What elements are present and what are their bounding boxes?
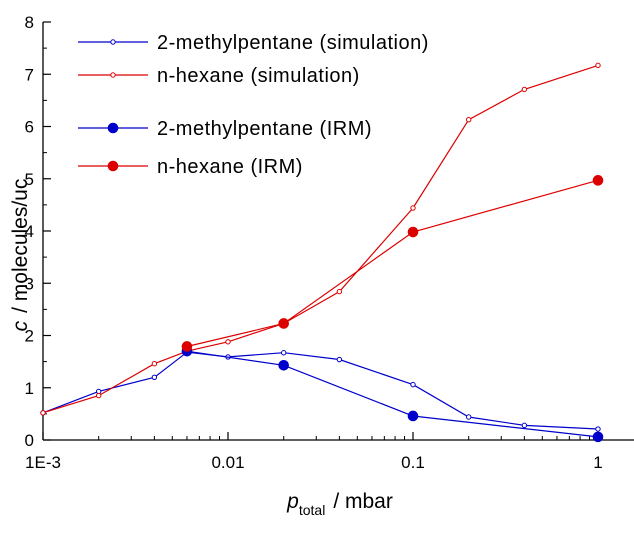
y-tick-label: 4 [25, 222, 34, 241]
series-line [42, 351, 599, 430]
x-tick-label: 1 [593, 453, 602, 472]
data-point [278, 318, 289, 329]
data-point [595, 62, 601, 69]
legend-label: n-hexane (simulation) [157, 65, 360, 87]
data-point [521, 86, 528, 93]
x-tick-label: 1E-3 [25, 453, 61, 472]
data-point [336, 356, 343, 363]
series-1 [40, 62, 601, 416]
x-axis-label: ptotal / mbar [286, 490, 393, 518]
series-line [186, 179, 599, 348]
y-tick-label: 0 [25, 431, 34, 450]
data-point [410, 381, 416, 388]
y-axis-label-main: c [9, 320, 32, 331]
x-axis-label-subscript: total [299, 502, 325, 518]
data-point [225, 339, 231, 345]
legend-label: 2-methylpentane (simulation) [157, 32, 429, 54]
y-tick-label: 7 [25, 65, 34, 84]
series-2 [181, 345, 604, 443]
x-axis-label-unit: / mbar [333, 490, 393, 513]
series-layer [40, 62, 604, 443]
data-point [521, 422, 528, 429]
legend-item: 2-methylpentane (IRM) [78, 118, 372, 140]
data-point [465, 117, 472, 123]
data-point [278, 359, 289, 371]
legend-swatch-marker [107, 122, 119, 134]
y-axis-label-rest: / molecules/uc [9, 179, 32, 313]
data-point [181, 341, 193, 352]
data-point [592, 175, 604, 186]
data-point [151, 374, 158, 380]
x-axis-label-main: p [286, 490, 299, 513]
series-0 [40, 349, 601, 432]
legend-item: 2-methylpentane (simulation) [78, 32, 429, 54]
data-point [465, 414, 472, 420]
y-tick-label: 2 [25, 327, 34, 346]
legend-swatch-marker [110, 39, 116, 45]
x-tick-label: 0.01 [211, 453, 244, 472]
data-point [407, 410, 419, 422]
data-point [410, 205, 416, 211]
legend-swatch-marker [107, 160, 119, 172]
legend: 2-methylpentane (simulation) n-hexane (si… [78, 32, 429, 178]
legend-item: n-hexane (IRM) [78, 156, 303, 178]
data-point [595, 426, 601, 432]
series-3 [181, 175, 604, 352]
data-point [95, 392, 102, 399]
legend-label: 2-methylpentane (IRM) [157, 118, 372, 140]
data-point [40, 410, 46, 416]
legend-swatch-marker [110, 72, 116, 78]
data-point [592, 431, 604, 443]
y-tick-label: 6 [25, 118, 34, 137]
legend-item: n-hexane (simulation) [78, 65, 360, 87]
legend-label: n-hexane (IRM) [157, 156, 303, 178]
data-point [280, 350, 287, 356]
data-point [407, 226, 419, 238]
y-tick-label: 5 [25, 170, 34, 189]
y-axis-label: c / molecules/uc [9, 179, 32, 332]
y-tick-label: 3 [25, 274, 34, 293]
y-tick-label: 1 [25, 379, 34, 398]
y-tick-label: 8 [25, 13, 34, 32]
data-point [336, 288, 343, 295]
x-tick-label: 0.1 [401, 453, 425, 472]
series-line [186, 350, 599, 438]
data-point [151, 361, 158, 367]
ticks: 0 1 2 3 4 5 6 7 8 1E-3 0.01 0.1 1 [25, 13, 603, 472]
